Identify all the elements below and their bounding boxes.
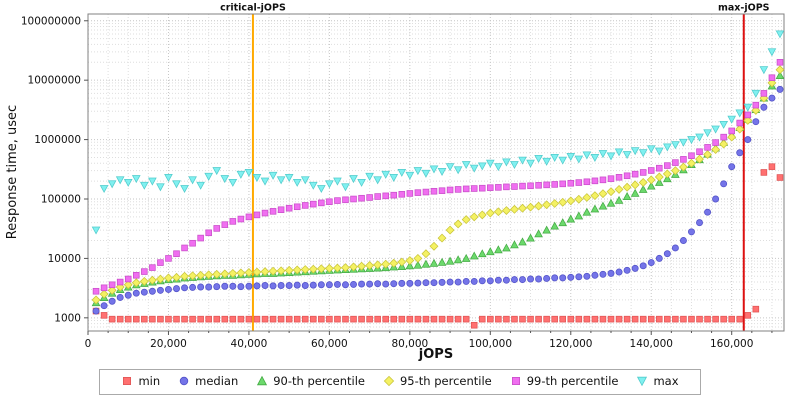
chart-legend: min median 90-th percentile 95-th percentil… (99, 369, 701, 395)
legend-marker-square-icon (511, 377, 520, 385)
vline-label-critical-jOPS: critical-jOPS (220, 3, 286, 14)
legend-row: min median 90-th percentile 95-th percentil… (0, 369, 800, 395)
legend-label: 99-th percentile (526, 374, 619, 388)
legend-label: 95-th percentile (399, 374, 492, 388)
vline-label-bg (718, 2, 770, 12)
legend-marker-circle-icon (179, 376, 189, 386)
legend-label: max (653, 374, 679, 388)
series-90-th-percentile (91, 70, 785, 307)
legend-marker-square-icon (123, 377, 132, 385)
vline-label-max-jOPS: max-jOPS (718, 3, 770, 14)
legend-marker-triangle-up-icon (257, 375, 268, 386)
legend-marker-triangle-down-icon (637, 376, 648, 387)
x-tick-label: 0 (85, 338, 92, 350)
legend-item-95-th-percentile: 95-th percentile (383, 374, 492, 388)
legend-label: min (138, 374, 161, 388)
y-tick-label: 10000000 (28, 75, 81, 87)
legend-marker-diamond-icon (383, 375, 395, 387)
legend-item-99-th-percentile: 99-th percentile (510, 374, 619, 388)
x-tick-label: 20,000 (150, 338, 187, 350)
x-axis-title: jOPS (418, 347, 453, 362)
series-median (92, 85, 784, 315)
x-tick-label: 40,000 (231, 338, 268, 350)
x-tick-label: 100,000 (469, 338, 512, 350)
legend-item-max: max (636, 374, 679, 388)
vline-label-bg (213, 2, 293, 12)
y-tick-label: 1000 (54, 312, 81, 324)
series-min (92, 163, 784, 329)
axes: 1000 10000 100000 1000000 10000000 100000000 0… (21, 15, 773, 350)
legend-item-90-th-percentile: 90-th percentile (256, 374, 365, 388)
y-axis-title: Response time, usec (5, 105, 20, 239)
y-tick-label: 1000000 (34, 134, 81, 146)
plot-border (87, 13, 785, 332)
y-tick-label: 100000000 (21, 15, 81, 27)
legend-label: median (195, 374, 239, 388)
series-99-th-percentile (92, 59, 784, 295)
x-tick-label: 160,000 (710, 338, 753, 350)
series-max (91, 30, 785, 235)
legend-label: 90-th percentile (273, 374, 365, 388)
x-tick-label: 60,000 (311, 338, 348, 350)
y-tick-label: 100000 (41, 193, 81, 205)
legend-item-median: median (178, 374, 238, 388)
x-tick-label: 120,000 (549, 338, 592, 350)
y-tick-label: 10000 (48, 253, 81, 265)
x-tick-label: 140,000 (630, 338, 673, 350)
legend-item-min: min (121, 374, 160, 388)
chart-canvas: 1000 10000 100000 1000000 10000000 100000000 0… (5, 2, 785, 362)
x-tick-label: 80,000 (391, 338, 428, 350)
series-95-th-percentile (91, 65, 785, 305)
